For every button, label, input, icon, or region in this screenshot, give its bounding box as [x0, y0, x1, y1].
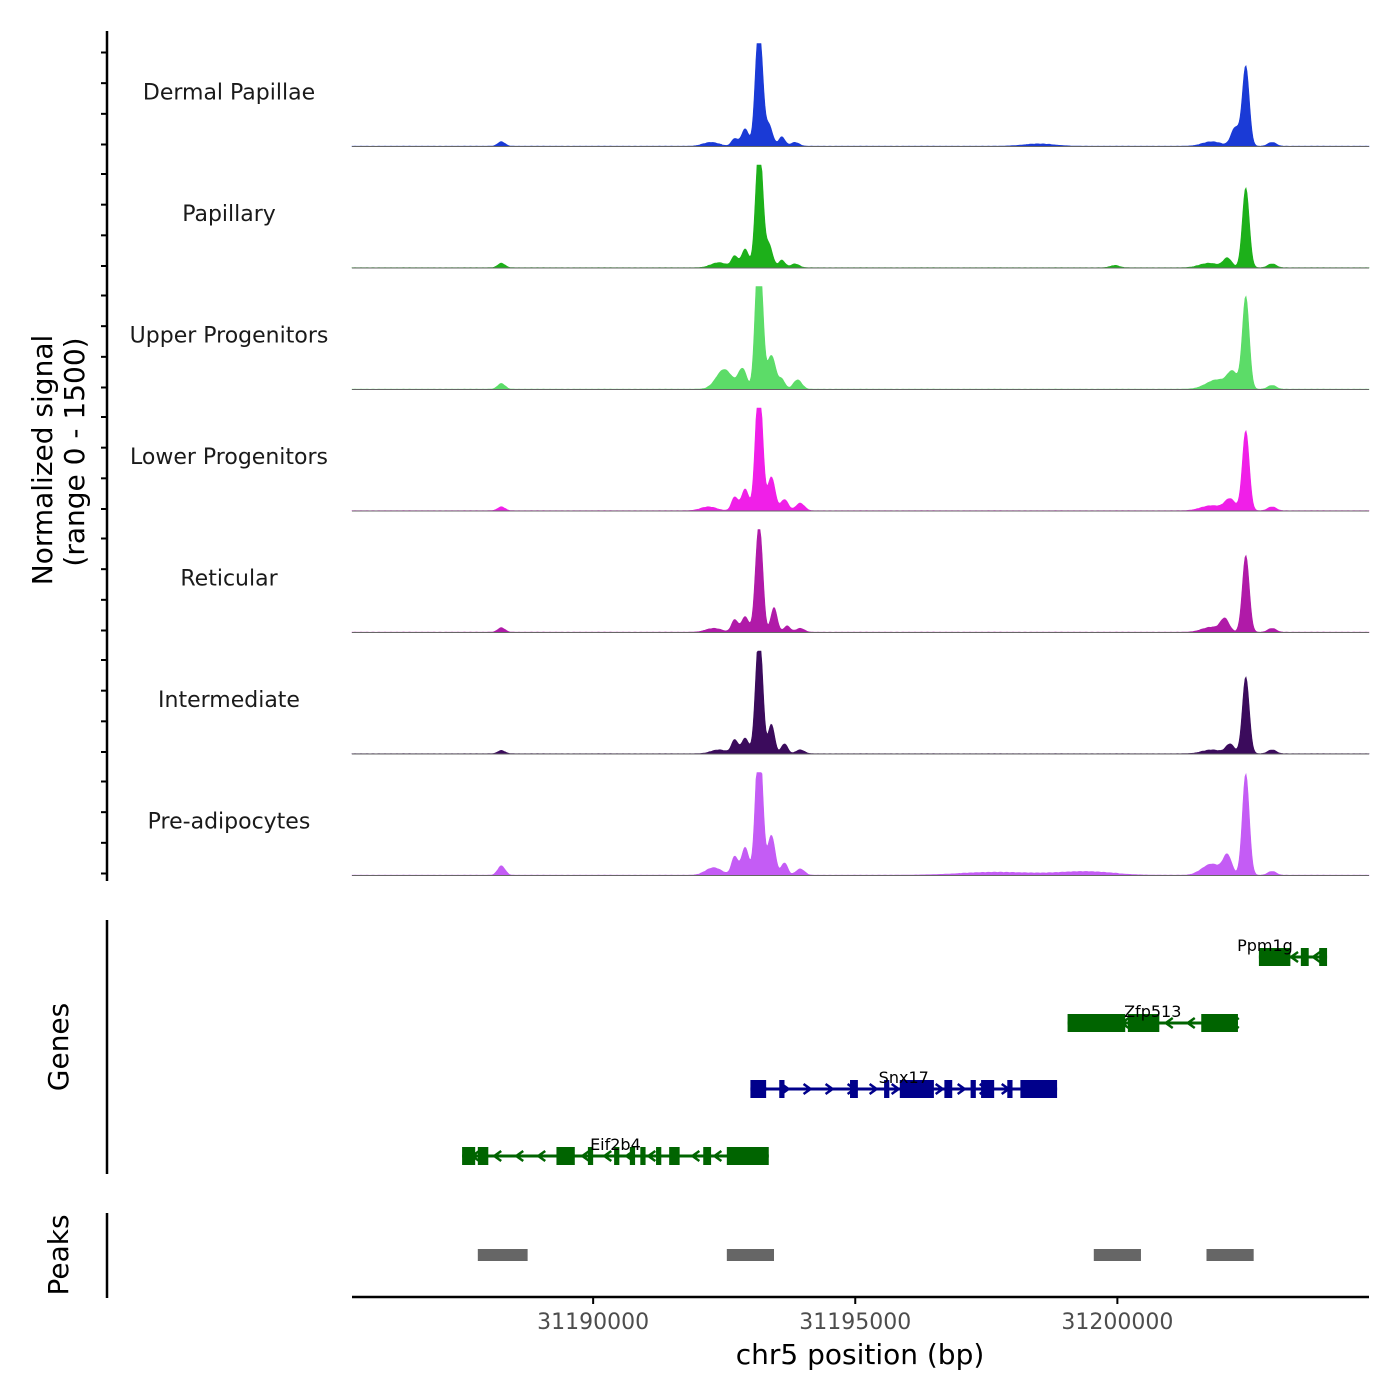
- strand-arrow: [1185, 1016, 1196, 1030]
- track-label: Dermal Papillae: [143, 81, 315, 106]
- peak-track: Peaks: [42, 1213, 1254, 1298]
- track-label: Pre-adipocytes: [148, 810, 311, 835]
- exon: [587, 1147, 594, 1165]
- strand-arrow: [514, 1149, 524, 1163]
- track-papillary: Papillary: [101, 164, 1370, 269]
- coverage-area: [351, 650, 1370, 755]
- x-axis-ticks: 31190000 31195000 31200000: [537, 1297, 1173, 1335]
- exon: [1020, 1080, 1058, 1098]
- exon: [970, 1080, 976, 1098]
- coverage-area: [351, 286, 1370, 390]
- strand-arrow: [956, 1082, 967, 1096]
- exon: [1067, 1014, 1126, 1032]
- exon: [1007, 1080, 1013, 1098]
- gene-track: Genes Ppm1g Zfp513 Snx17 Eif2b4: [42, 920, 1328, 1174]
- x-axis: 31190000 31195000 31200000 chr5 position (…: [352, 1295, 1369, 1371]
- gene-eif2b4: Eif2b4: [462, 1135, 769, 1165]
- exon: [1319, 948, 1328, 966]
- track-upper-progenitors: Upper Progenitors: [101, 286, 1370, 390]
- exon: [629, 1147, 636, 1165]
- track-dermal-papillae: Dermal Papillae: [101, 43, 1370, 147]
- peak-regions: [477, 1249, 1254, 1261]
- exon: [640, 1147, 646, 1165]
- peak-track-title: Peaks: [42, 1214, 75, 1295]
- strand-arrow: [890, 1082, 901, 1096]
- x-tick-label: 31200000: [1061, 1310, 1173, 1335]
- exon: [726, 1147, 769, 1165]
- exon: [1201, 1014, 1238, 1032]
- exon: [981, 1080, 995, 1098]
- y-axis-title-line-2: (range 0 - 1500): [58, 337, 91, 566]
- strand-arrow: [690, 1149, 701, 1163]
- gene-label: Snx17: [879, 1068, 929, 1087]
- exon: [750, 1080, 767, 1098]
- x-tick-label: 31195000: [799, 1310, 911, 1335]
- strand-arrow: [1163, 1016, 1174, 1030]
- exon: [614, 1147, 620, 1165]
- y-axis-title-line-1: Normalized signal: [26, 335, 59, 586]
- coverage-area: [351, 772, 1370, 876]
- exon: [899, 1080, 934, 1098]
- strand-arrow: [824, 1082, 835, 1096]
- peak-region: [1093, 1249, 1141, 1261]
- coverage-area: [351, 529, 1370, 633]
- exon: [944, 1080, 953, 1098]
- x-tick-label: 31190000: [537, 1310, 649, 1335]
- gene-label: Eif2b4: [590, 1135, 641, 1154]
- exon: [1258, 948, 1291, 966]
- gene-snx17: Snx17: [750, 1068, 1058, 1098]
- strand-arrow: [802, 1082, 813, 1096]
- strand-arrow: [646, 1149, 657, 1163]
- coverage-area: [351, 43, 1370, 147]
- exon: [850, 1080, 858, 1098]
- strand-arrow: [602, 1149, 613, 1163]
- strand-arrow: [580, 1149, 591, 1163]
- strand-arrow: [492, 1149, 502, 1163]
- gene-models: Ppm1g Zfp513 Snx17 Eif2b4: [462, 936, 1328, 1165]
- exon: [477, 1147, 489, 1165]
- gene-label: Zfp513: [1124, 1002, 1181, 1021]
- coverage-tracks: Dermal Papillae Papillary Upper Progenitor…: [101, 43, 1370, 876]
- peak-region: [1206, 1249, 1254, 1261]
- track-pre-adipocytes: Pre-adipocytes: [101, 772, 1370, 876]
- exon: [1300, 948, 1309, 966]
- gene-zfp513: Zfp513: [1067, 1002, 1240, 1032]
- peak-region: [726, 1249, 775, 1261]
- track-label: Upper Progenitors: [130, 324, 329, 349]
- strand-arrow: [868, 1082, 879, 1096]
- exon: [703, 1147, 712, 1165]
- gene-track-title: Genes: [42, 1003, 75, 1091]
- coverage-area: [351, 407, 1370, 512]
- exon: [656, 1147, 662, 1165]
- exon: [779, 1080, 785, 1098]
- strand-arrow: [536, 1149, 546, 1163]
- peak-region: [477, 1249, 528, 1261]
- x-axis-title: chr5 position (bp): [736, 1338, 985, 1371]
- strand-arrow: [1288, 950, 1299, 964]
- strand-arrow: [712, 1149, 723, 1163]
- track-reticular: Reticular: [101, 529, 1370, 633]
- exon: [884, 1080, 890, 1098]
- exon: [462, 1147, 476, 1165]
- track-lower-progenitors: Lower Progenitors: [101, 407, 1370, 512]
- exon: [1127, 1014, 1160, 1032]
- gene-ppm1g: Ppm1g: [1237, 936, 1328, 966]
- strand-arrow: [1310, 950, 1321, 964]
- track-intermediate: Intermediate: [101, 650, 1370, 755]
- strand-arrow: [934, 1082, 945, 1096]
- gene-label: Ppm1g: [1237, 936, 1293, 955]
- track-label: Intermediate: [158, 688, 300, 713]
- coverage-area: [351, 164, 1370, 269]
- exon: [669, 1147, 680, 1165]
- track-label: Papillary: [182, 202, 276, 227]
- track-label: Lower Progenitors: [130, 445, 328, 470]
- track-label: Reticular: [180, 567, 278, 592]
- exon: [556, 1147, 575, 1165]
